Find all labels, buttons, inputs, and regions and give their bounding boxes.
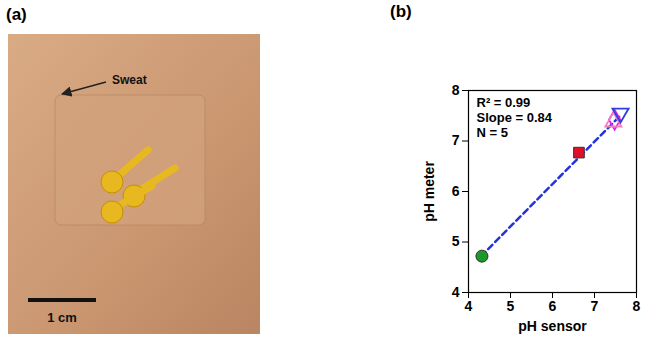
svg-text:8: 8 — [633, 298, 641, 314]
svg-text:6: 6 — [452, 183, 460, 199]
svg-text:5: 5 — [507, 298, 515, 314]
svg-text:pH meter: pH meter — [421, 161, 437, 222]
svg-text:8: 8 — [452, 82, 460, 98]
svg-text:Sweat: Sweat — [112, 73, 147, 87]
svg-text:4: 4 — [465, 298, 473, 314]
svg-text:(a): (a) — [6, 5, 27, 24]
svg-text:7: 7 — [452, 132, 460, 148]
svg-text:1 cm: 1 cm — [47, 310, 77, 325]
svg-text:R² = 0.99Slope = 0.84N = 5: R² = 0.99Slope = 0.84N = 5 — [477, 95, 553, 140]
svg-text:7: 7 — [591, 298, 599, 314]
svg-text:pH sensor: pH sensor — [518, 318, 587, 334]
html-text:(b): (b) — [390, 2, 412, 21]
svg-text:6: 6 — [549, 298, 557, 314]
svg-text:4: 4 — [452, 284, 460, 300]
svg-text:5: 5 — [452, 233, 460, 249]
